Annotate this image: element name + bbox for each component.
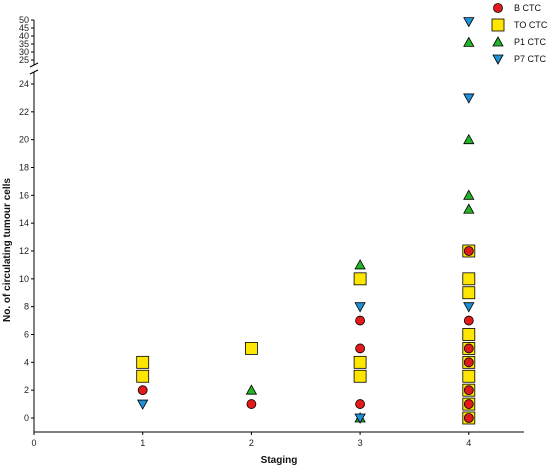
legend-p7-ctc-marker	[492, 54, 504, 65]
to-ctc-point	[353, 355, 367, 369]
x-tick-label: 0	[31, 438, 36, 448]
x-axis-label: Staging	[261, 455, 298, 466]
p7-ctc-point	[137, 399, 149, 410]
y-tick-label: 22	[19, 107, 29, 117]
p7-ctc-point	[463, 93, 475, 104]
y-tick-label: 18	[19, 163, 29, 173]
p1-ctc-point	[354, 259, 366, 270]
p7-ctc-point	[354, 302, 366, 313]
b-ctc-point	[463, 246, 474, 256]
data-points	[136, 17, 476, 425]
y-tick-label: 8	[24, 302, 29, 312]
y-tick-label: 6	[24, 330, 29, 340]
to-ctc-point	[244, 342, 258, 355]
y-tick-label: 45	[19, 23, 29, 33]
x-tick-label: 1	[140, 438, 145, 448]
legend-to-ctc-marker	[491, 18, 505, 32]
b-ctc-point	[463, 399, 474, 409]
legend: B CTC TO CTC P1 CTC P7 CTC	[491, 3, 548, 65]
b-ctc-point	[355, 315, 366, 326]
y-axis-label: No. of circulating tumour cells	[2, 178, 13, 322]
x-tick-label: 2	[249, 438, 254, 448]
p1-ctc-point	[463, 189, 475, 200]
to-ctc-point	[462, 272, 476, 286]
p1-ctc-point	[245, 384, 258, 395]
b-ctc-point	[463, 385, 474, 396]
y-tick-label: 0	[24, 413, 29, 423]
y-tick-label: 14	[19, 218, 29, 228]
axis-break-mark	[29, 69, 39, 75]
to-ctc-point	[462, 328, 476, 341]
p1-ctc-point	[463, 36, 475, 47]
b-ctc-point	[463, 315, 474, 326]
legend-b-ctc-marker	[493, 3, 503, 13]
axes	[29, 19, 524, 435]
y-tick-label: 35	[19, 39, 29, 49]
b-ctc-point	[246, 399, 257, 409]
y-tick-label: 2	[24, 385, 29, 395]
to-ctc-point	[136, 355, 150, 369]
y-tick-label: 50	[19, 15, 29, 25]
to-ctc-point	[353, 272, 367, 286]
y-tick-label: 20	[19, 135, 29, 145]
p7-ctc-point	[354, 413, 366, 424]
legend-p7-ctc-label: P7 CTC	[514, 54, 547, 64]
b-ctc-point	[355, 343, 366, 354]
b-ctc-point	[137, 385, 148, 396]
y-tick-label: 40	[19, 31, 29, 41]
legend-b-ctc-label: B CTC	[514, 3, 542, 13]
legend-p1-ctc-marker	[492, 36, 504, 47]
p1-ctc-point	[463, 203, 475, 214]
b-ctc-point	[463, 357, 474, 368]
axis-break-mark	[29, 62, 39, 68]
y-tick-label: 10	[19, 274, 29, 284]
b-ctc-point	[463, 413, 474, 423]
y-tick-label: 16	[19, 190, 29, 200]
y-tick-label: 30	[19, 47, 29, 57]
b-ctc-point	[463, 343, 474, 354]
y-tick-label: 4	[24, 357, 29, 367]
b-ctc-point	[355, 399, 366, 409]
p7-ctc-point	[463, 302, 475, 313]
to-ctc-point	[136, 369, 150, 383]
to-ctc-point	[462, 369, 476, 383]
y-tick-label: 25	[19, 55, 29, 65]
p7-ctc-point	[463, 17, 475, 28]
x-tick-label: 3	[358, 438, 363, 448]
to-ctc-point	[462, 286, 476, 300]
x-tick-label: 4	[466, 438, 471, 448]
y-tick-label: 12	[19, 246, 29, 256]
legend-to-ctc-label: TO CTC	[514, 20, 548, 30]
p1-ctc-point	[463, 133, 475, 145]
legend-p1-ctc-label: P1 CTC	[514, 37, 547, 47]
y-tick-label: 24	[19, 79, 29, 89]
to-ctc-point	[353, 369, 367, 383]
